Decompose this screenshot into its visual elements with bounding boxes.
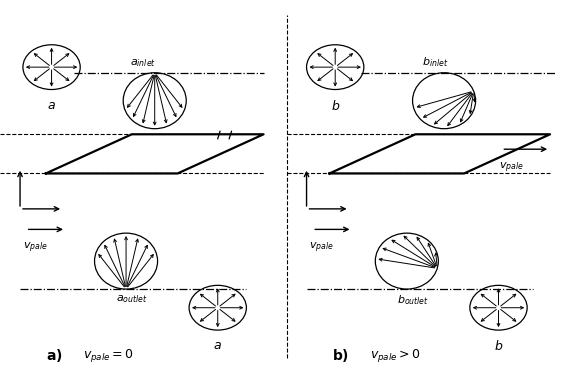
Text: $a_{outlet}$: $a_{outlet}$ [116,293,148,305]
Text: $a$: $a$ [213,339,222,352]
Text: $a$: $a$ [47,99,56,112]
Text: $a_{inlet}$: $a_{inlet}$ [130,57,156,69]
Text: $b_{outlet}$: $b_{outlet}$ [397,293,429,307]
Text: $v_{pale}$: $v_{pale}$ [23,241,48,255]
Text: $\mathbf{b)}$: $\mathbf{b)}$ [332,347,350,364]
Text: $v_{pale}$: $v_{pale}$ [309,241,334,255]
Text: $\mathbf{a)}$: $\mathbf{a)}$ [46,347,62,364]
Text: $v_{pale}>0$: $v_{pale}>0$ [370,347,421,364]
Text: $v_{pale}$: $v_{pale}$ [499,160,523,175]
Text: $b$: $b$ [331,99,340,113]
Text: $v_{pale}=0$: $v_{pale}=0$ [83,347,134,364]
Text: $b$: $b$ [494,339,503,354]
Text: $b_{inlet}$: $b_{inlet}$ [422,55,449,69]
